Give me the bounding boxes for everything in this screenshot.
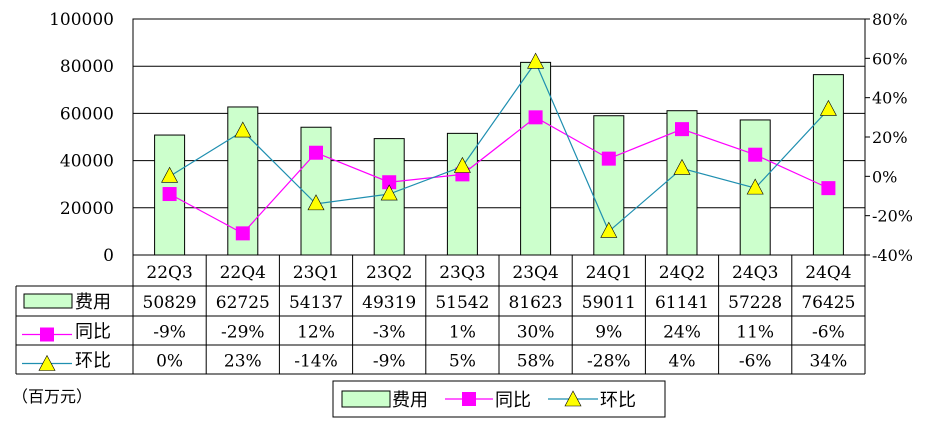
y-left-tick-label: 40000: [60, 152, 114, 172]
table-cell-value: 30%: [517, 323, 555, 343]
table-cell-value: 57228: [728, 293, 782, 313]
table-cell-value: 62725: [216, 293, 270, 313]
y-left-tick-label: 0: [103, 246, 114, 266]
y-right-tick-label: 80%: [872, 10, 908, 29]
y-right-tick-label: 0%: [872, 167, 897, 186]
table-cell-value: 5%: [449, 352, 476, 372]
legend-key-square: [462, 392, 476, 406]
category-label: 24Q3: [732, 263, 778, 283]
point-triangle: [380, 184, 398, 201]
table-cell-value: 81623: [509, 293, 563, 313]
category-label: 22Q4: [220, 263, 266, 283]
table-cell-value: -29%: [221, 323, 265, 343]
y-right-tick-label: 20%: [872, 128, 908, 147]
category-label: 23Q2: [366, 263, 412, 283]
category-label: 24Q2: [659, 263, 705, 283]
point-triangle: [746, 178, 764, 195]
legend: 费用 同比 环比: [332, 380, 666, 418]
table-cell-value: -6%: [812, 323, 845, 343]
table-cell-value: 58%: [517, 352, 555, 372]
table-cell-value: 23%: [224, 352, 262, 372]
point-triangle: [673, 158, 691, 175]
series-line-环比: [169, 61, 829, 233]
bar: [446, 132, 478, 256]
table-cell-value: 49319: [362, 293, 416, 313]
table-cell-value: 24%: [663, 323, 701, 343]
table-cell-value: 12%: [297, 323, 335, 343]
point-triangle: [161, 166, 179, 183]
point-square: [162, 187, 177, 202]
table-cell-value: 50829: [143, 293, 197, 313]
y-left-tick-label: 100000: [49, 10, 114, 30]
data-table: 22Q3 22Q4 23Q1 23Q2 23Q3 23Q4 24Q1 24Q2 24Q3 24Q4…: [15, 255, 866, 375]
y-right-tick-label: 60%: [872, 49, 908, 68]
point-square: [235, 226, 250, 241]
table-cell-value: -28%: [587, 352, 631, 372]
legend-key-triangle: [564, 390, 582, 407]
bar-series: [154, 61, 844, 256]
table-cell-value: 76425: [801, 293, 855, 313]
legend-label: 费用: [392, 390, 428, 411]
y-right-tick-label: 40%: [872, 89, 908, 108]
row-key-square: [40, 327, 54, 342]
y-right-tick-label: -20%: [872, 207, 913, 226]
y-left-tick-label: 60000: [60, 104, 114, 124]
unit-note: （百万元）: [12, 387, 92, 406]
row-series-name: 同比: [75, 322, 111, 343]
point-square: [748, 147, 763, 162]
y-left-tick-label: 20000: [60, 199, 114, 219]
table-cell-value: 51542: [435, 293, 489, 313]
y-left-tick-label: 80000: [60, 57, 114, 77]
point-square: [821, 181, 836, 196]
table-cell-value: -14%: [294, 352, 338, 372]
category-label: 23Q4: [512, 263, 558, 283]
table-cell-value: 11%: [736, 323, 774, 343]
table-cell-value: -9%: [153, 323, 186, 343]
point-square: [382, 175, 397, 190]
category-label: 24Q4: [805, 263, 851, 283]
table-cell-value: -6%: [739, 352, 772, 372]
legend-key-bar: [341, 390, 391, 408]
table-cell-value: 9%: [595, 323, 622, 343]
table-cell-value: 1%: [449, 323, 476, 343]
point-triangle: [307, 194, 325, 211]
category-label: 23Q1: [293, 263, 339, 283]
row-key-triangle: [38, 354, 56, 371]
table-cell-value: 34%: [810, 352, 848, 372]
series-line-同比: [169, 116, 829, 235]
legend-label: 环比: [600, 390, 636, 411]
row-series-name: 环比: [75, 351, 111, 372]
point-square: [601, 151, 616, 166]
table-cell-value: 0%: [156, 352, 183, 372]
table-cell-value: -3%: [373, 323, 406, 343]
table-cell-value: 59011: [582, 293, 636, 313]
row-series-name: 费用: [75, 292, 111, 313]
line-series: [161, 52, 837, 241]
legend-label: 同比: [495, 390, 531, 411]
point-triangle: [600, 221, 618, 238]
point-triangle: [234, 121, 252, 138]
y-right-tick-label: -40%: [872, 246, 913, 265]
table-cell-value: 54137: [289, 293, 343, 313]
category-label: 22Q3: [146, 263, 192, 283]
point-square: [528, 110, 543, 125]
bar: [520, 61, 552, 256]
table-cell-value: 4%: [669, 352, 696, 372]
point-triangle: [819, 99, 837, 116]
table-cell-value: -9%: [373, 352, 406, 372]
category-label: 23Q3: [439, 263, 485, 283]
point-square: [309, 145, 323, 160]
point-square: [675, 122, 689, 137]
row-key-bar: [23, 293, 73, 309]
point-triangle: [527, 52, 545, 69]
category-label: 24Q1: [586, 263, 632, 283]
point-triangle: [453, 156, 471, 173]
table-cell-value: 61141: [655, 293, 709, 313]
